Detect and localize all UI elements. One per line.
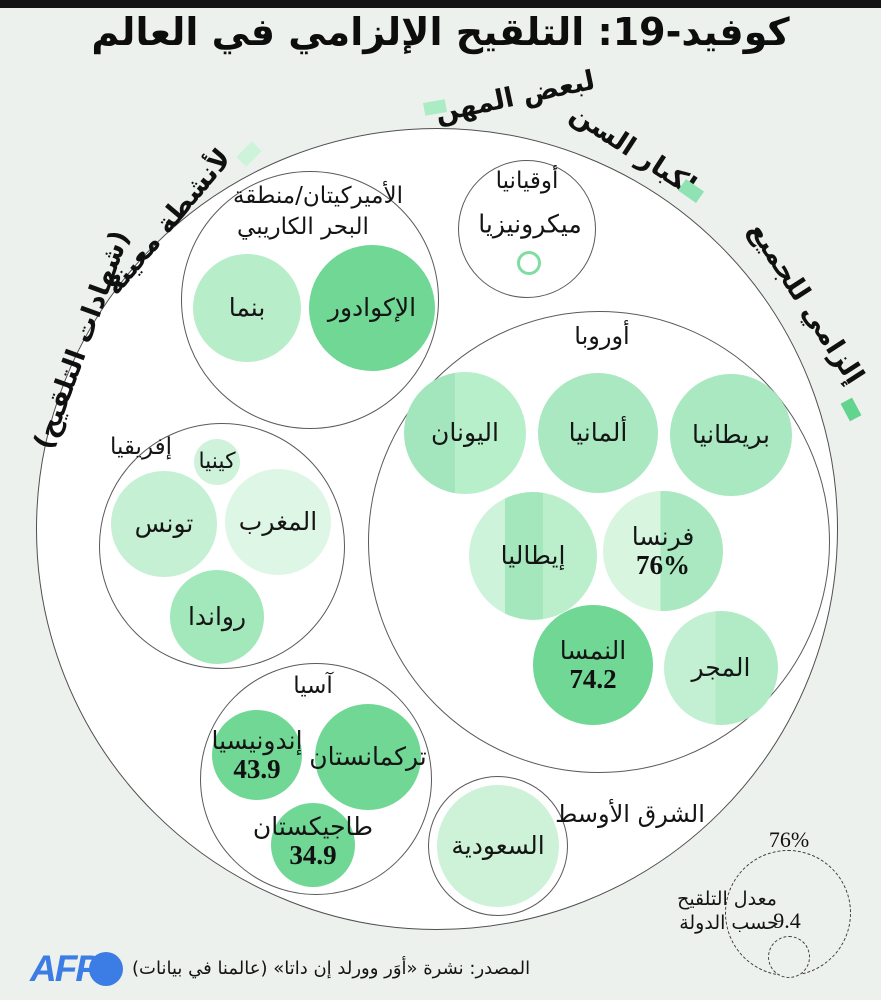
country-bubble-france: فرنسا 76%: [603, 491, 723, 611]
country-bubble-germany: ألمانيا: [538, 373, 658, 493]
country-bubble-austria: النمسا 74.2: [533, 605, 653, 725]
country-label-rwanda: رواندا: [187, 602, 247, 632]
country-label-hungary: المجر: [691, 653, 751, 683]
afp-logo-circle-icon: [89, 952, 123, 986]
category-marker-certain-activities-icon: [236, 141, 262, 167]
country-label-morocco: المغرب: [238, 507, 318, 537]
source-credit: المصدر: نشرة «أوَر وورلد إن داتا» (عالمن…: [132, 958, 531, 979]
legend-label-line2: حسب الدولة: [679, 912, 779, 934]
country-bubble-tajikistan: طاجيكستان 34.9: [253, 803, 373, 887]
country-bubble-italy: إيطاليا: [469, 492, 597, 620]
country-bubble-rwanda: رواندا: [170, 570, 264, 664]
country-label-tunisia: تونس: [134, 509, 194, 539]
country-bubble-kenya: كينيا: [194, 439, 240, 485]
country-bubble-ecuador: الإكوادور: [309, 245, 435, 371]
country-bubble-tunisia: تونس: [111, 471, 217, 577]
region-label-oceania: أوقيانيا: [495, 168, 559, 194]
country-label-greece: اليونان: [431, 418, 499, 448]
country-label-ecuador: الإكوادور: [327, 293, 417, 323]
country-label-france: فرنسا: [631, 522, 695, 552]
region-circle-oceania: [458, 160, 596, 298]
country-bubble-morocco: المغرب: [225, 469, 331, 575]
legend-min-circle: [768, 936, 810, 978]
country-value-tajikistan: 34.9: [289, 839, 337, 870]
top-black-bar: [0, 0, 881, 8]
country-bubble-hungary: المجر: [664, 611, 778, 725]
country-bubble-britain: بريطانيا: [670, 374, 792, 496]
country-bubble-panama: بنما: [193, 254, 301, 362]
page-title: كوفيد-19: التلقيح الإلزامي في العالم: [91, 10, 790, 54]
country-label-italy: إيطاليا: [500, 541, 566, 571]
country-label-saudi-arabia: السعودية: [451, 831, 545, 861]
country-label-micronesia: ميكرونيزيا: [478, 209, 582, 239]
region-label-americas-line2: البحر الكاريبي: [237, 214, 369, 240]
region-label-africa: إفريقيا: [109, 434, 173, 460]
country-label-panama: بنما: [228, 293, 266, 323]
region-label-americas-line1: الأميركيتان/منطقة: [232, 183, 404, 209]
country-label-britain: بريطانيا: [692, 420, 770, 450]
category-marker-mandatory-for-all-icon: [840, 397, 862, 422]
afp-logo: AFP: [30, 948, 100, 989]
country-bubble-greece: اليونان: [404, 372, 526, 494]
legend-label-line1: معدل التلقيح: [677, 888, 777, 910]
country-label-tajikistan: طاجيكستان: [252, 812, 374, 842]
country-label-austria: النمسا: [559, 636, 627, 666]
region-label-middle-east: الشرق الأوسط: [555, 800, 705, 828]
country-bubble-turkmenistan: تركمانستان: [309, 704, 427, 810]
country-label-germany: ألمانيا: [568, 418, 628, 448]
region-label-asia: آسيا: [293, 673, 333, 699]
country-bubble-micronesia: [517, 251, 541, 275]
country-value-austria: 74.2: [569, 663, 617, 694]
country-bubble-indonesia: إندونيسيا 43.9: [211, 710, 303, 800]
country-bubble-saudi-arabia: السعودية: [437, 785, 559, 907]
region-label-europe: أوروبا: [574, 322, 630, 350]
country-label-turkmenistan: تركمانستان: [309, 742, 427, 772]
country-value-indonesia: 43.9: [233, 753, 281, 784]
country-value-france: 76%: [636, 549, 690, 580]
legend-min-value: 9.4: [773, 908, 801, 933]
legend-max-value: 76%: [768, 827, 810, 852]
country-label-kenya: كينيا: [198, 448, 236, 474]
country-label-indonesia: إندونيسيا: [211, 726, 303, 756]
